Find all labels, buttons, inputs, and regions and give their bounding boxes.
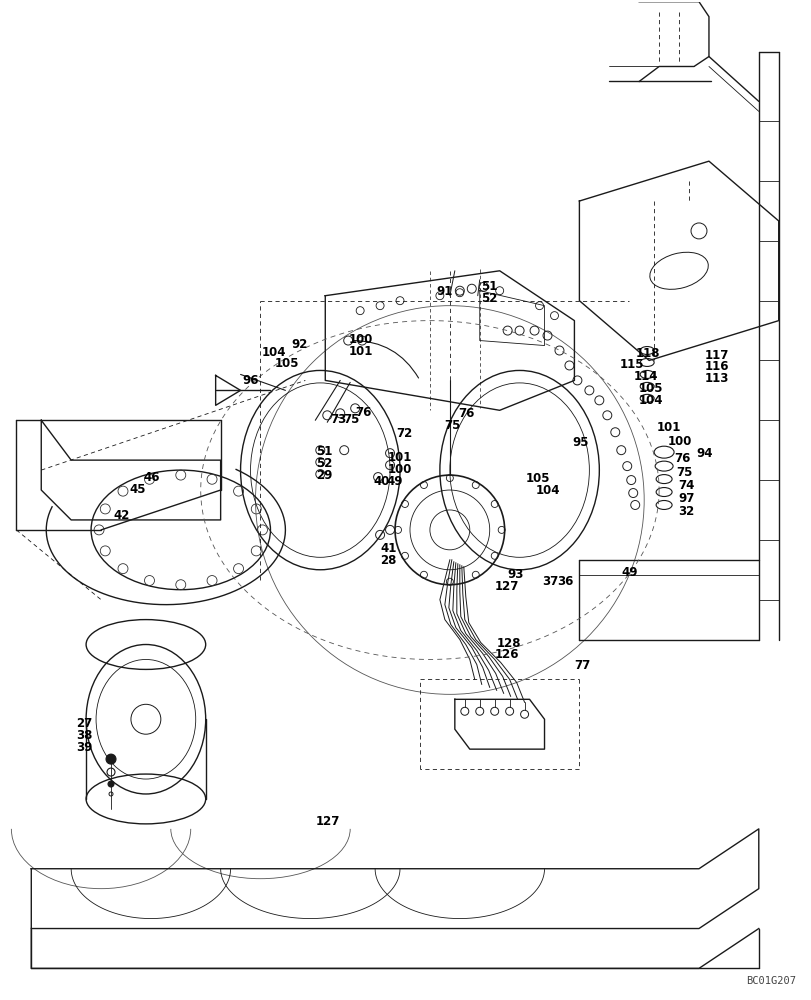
Text: 52: 52 (316, 457, 333, 470)
Text: 49: 49 (385, 475, 402, 488)
Text: 95: 95 (572, 436, 588, 449)
Text: 41: 41 (380, 542, 396, 555)
Text: 118: 118 (634, 347, 659, 360)
Text: 37: 37 (542, 575, 558, 588)
Text: BC01G207: BC01G207 (744, 976, 795, 986)
Text: 117: 117 (704, 349, 728, 362)
Text: 101: 101 (388, 451, 412, 464)
Polygon shape (216, 375, 240, 405)
Text: 105: 105 (637, 382, 662, 395)
Text: 51: 51 (316, 445, 333, 458)
Text: 75: 75 (676, 466, 692, 479)
Text: 29: 29 (316, 469, 333, 482)
Text: 49: 49 (620, 566, 637, 579)
Text: 39: 39 (76, 741, 92, 754)
Text: 77: 77 (573, 659, 590, 672)
Circle shape (108, 781, 114, 787)
Text: 105: 105 (525, 472, 549, 485)
Text: 46: 46 (144, 471, 161, 484)
Text: 93: 93 (507, 568, 523, 581)
Text: 51: 51 (480, 280, 496, 293)
Text: 97: 97 (677, 492, 693, 505)
Text: 104: 104 (535, 484, 560, 497)
Text: 92: 92 (291, 338, 307, 351)
Text: 101: 101 (348, 345, 372, 358)
Text: 100: 100 (348, 333, 372, 346)
Text: 74: 74 (677, 479, 693, 492)
Text: 28: 28 (380, 554, 396, 567)
Text: 72: 72 (396, 427, 412, 440)
Text: 27: 27 (76, 717, 92, 730)
Text: 45: 45 (129, 483, 145, 496)
Text: 75: 75 (444, 419, 460, 432)
Text: 127: 127 (494, 580, 518, 593)
Text: 94: 94 (695, 447, 711, 460)
Circle shape (106, 754, 116, 764)
Text: 73: 73 (330, 413, 346, 426)
Text: 40: 40 (372, 475, 389, 488)
Text: 116: 116 (704, 360, 728, 373)
Text: 104: 104 (637, 394, 662, 407)
Text: 128: 128 (496, 637, 521, 650)
Text: 76: 76 (354, 406, 371, 419)
Text: 100: 100 (667, 435, 692, 448)
Text: 101: 101 (656, 421, 680, 434)
Text: 127: 127 (315, 815, 339, 828)
Text: 113: 113 (704, 372, 728, 385)
Text: 114: 114 (633, 370, 657, 383)
Text: 75: 75 (343, 413, 359, 426)
Text: 36: 36 (557, 575, 573, 588)
Text: 126: 126 (494, 648, 518, 661)
Text: 38: 38 (76, 729, 92, 742)
Text: 105: 105 (274, 357, 298, 370)
Text: 91: 91 (436, 285, 452, 298)
Text: 76: 76 (457, 407, 474, 420)
Text: 96: 96 (242, 374, 259, 387)
Text: 76: 76 (673, 452, 689, 465)
Text: 42: 42 (113, 509, 129, 522)
Text: 32: 32 (677, 505, 693, 518)
Text: 115: 115 (619, 358, 643, 371)
Text: 100: 100 (388, 463, 412, 476)
Text: 104: 104 (261, 346, 285, 359)
Text: 52: 52 (480, 292, 496, 305)
